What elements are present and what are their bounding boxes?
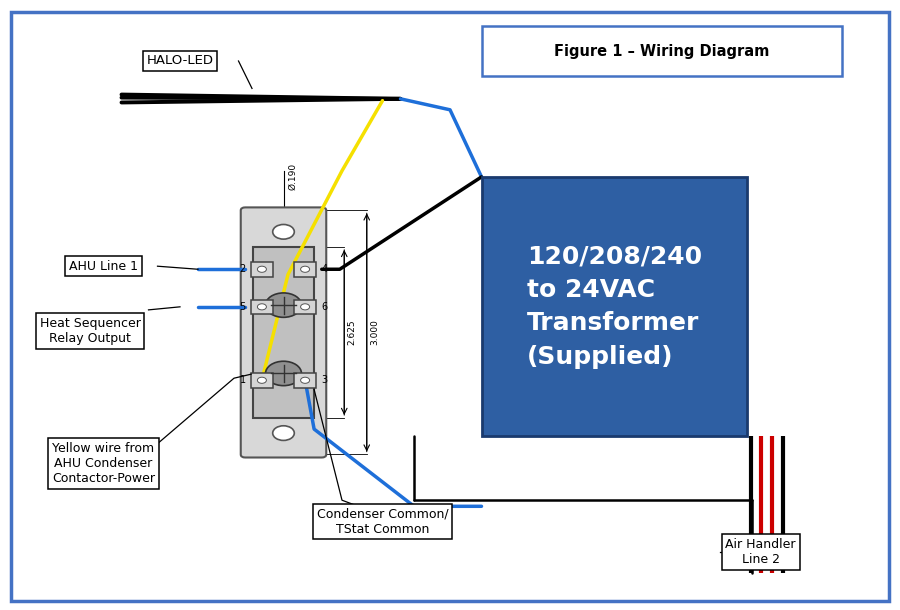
Text: 1: 1 — [239, 375, 246, 386]
Text: 3.000: 3.000 — [371, 320, 380, 345]
Circle shape — [257, 377, 266, 383]
Circle shape — [266, 361, 302, 386]
Text: AHU Line 1: AHU Line 1 — [69, 260, 138, 273]
FancyBboxPatch shape — [294, 262, 316, 276]
Text: 3: 3 — [321, 375, 328, 386]
Circle shape — [273, 426, 294, 440]
FancyBboxPatch shape — [251, 262, 273, 276]
Circle shape — [273, 224, 294, 239]
FancyBboxPatch shape — [294, 300, 316, 314]
Text: Ø.190: Ø.190 — [288, 163, 297, 190]
Text: HALO-LED: HALO-LED — [147, 54, 213, 68]
FancyBboxPatch shape — [294, 373, 316, 387]
Text: Yellow wire from
AHU Condenser
Contactor-Power: Yellow wire from AHU Condenser Contactor… — [52, 442, 155, 485]
Circle shape — [301, 377, 310, 383]
Circle shape — [301, 266, 310, 272]
Text: Heat Sequencer
Relay Output: Heat Sequencer Relay Output — [40, 317, 140, 345]
FancyBboxPatch shape — [241, 207, 327, 458]
Text: Condenser Common/
TStat Common: Condenser Common/ TStat Common — [317, 508, 448, 536]
Text: 2.625: 2.625 — [347, 320, 356, 345]
Text: Air Handler
Line 2: Air Handler Line 2 — [725, 538, 796, 566]
Text: 4: 4 — [321, 264, 328, 274]
FancyBboxPatch shape — [254, 247, 313, 418]
FancyBboxPatch shape — [251, 373, 273, 387]
Text: Figure 1 – Wiring Diagram: Figure 1 – Wiring Diagram — [554, 44, 770, 59]
Text: 2: 2 — [239, 264, 246, 274]
Text: 120/208/240
to 24VAC
Transformer
(Supplied): 120/208/240 to 24VAC Transformer (Suppli… — [526, 244, 702, 369]
FancyBboxPatch shape — [251, 300, 273, 314]
Text: 5: 5 — [239, 302, 246, 312]
FancyBboxPatch shape — [482, 26, 842, 76]
Circle shape — [301, 304, 310, 310]
FancyBboxPatch shape — [482, 177, 747, 436]
Circle shape — [257, 266, 266, 272]
FancyBboxPatch shape — [11, 12, 889, 601]
Circle shape — [266, 293, 302, 317]
Text: 6: 6 — [321, 302, 328, 312]
Circle shape — [257, 304, 266, 310]
